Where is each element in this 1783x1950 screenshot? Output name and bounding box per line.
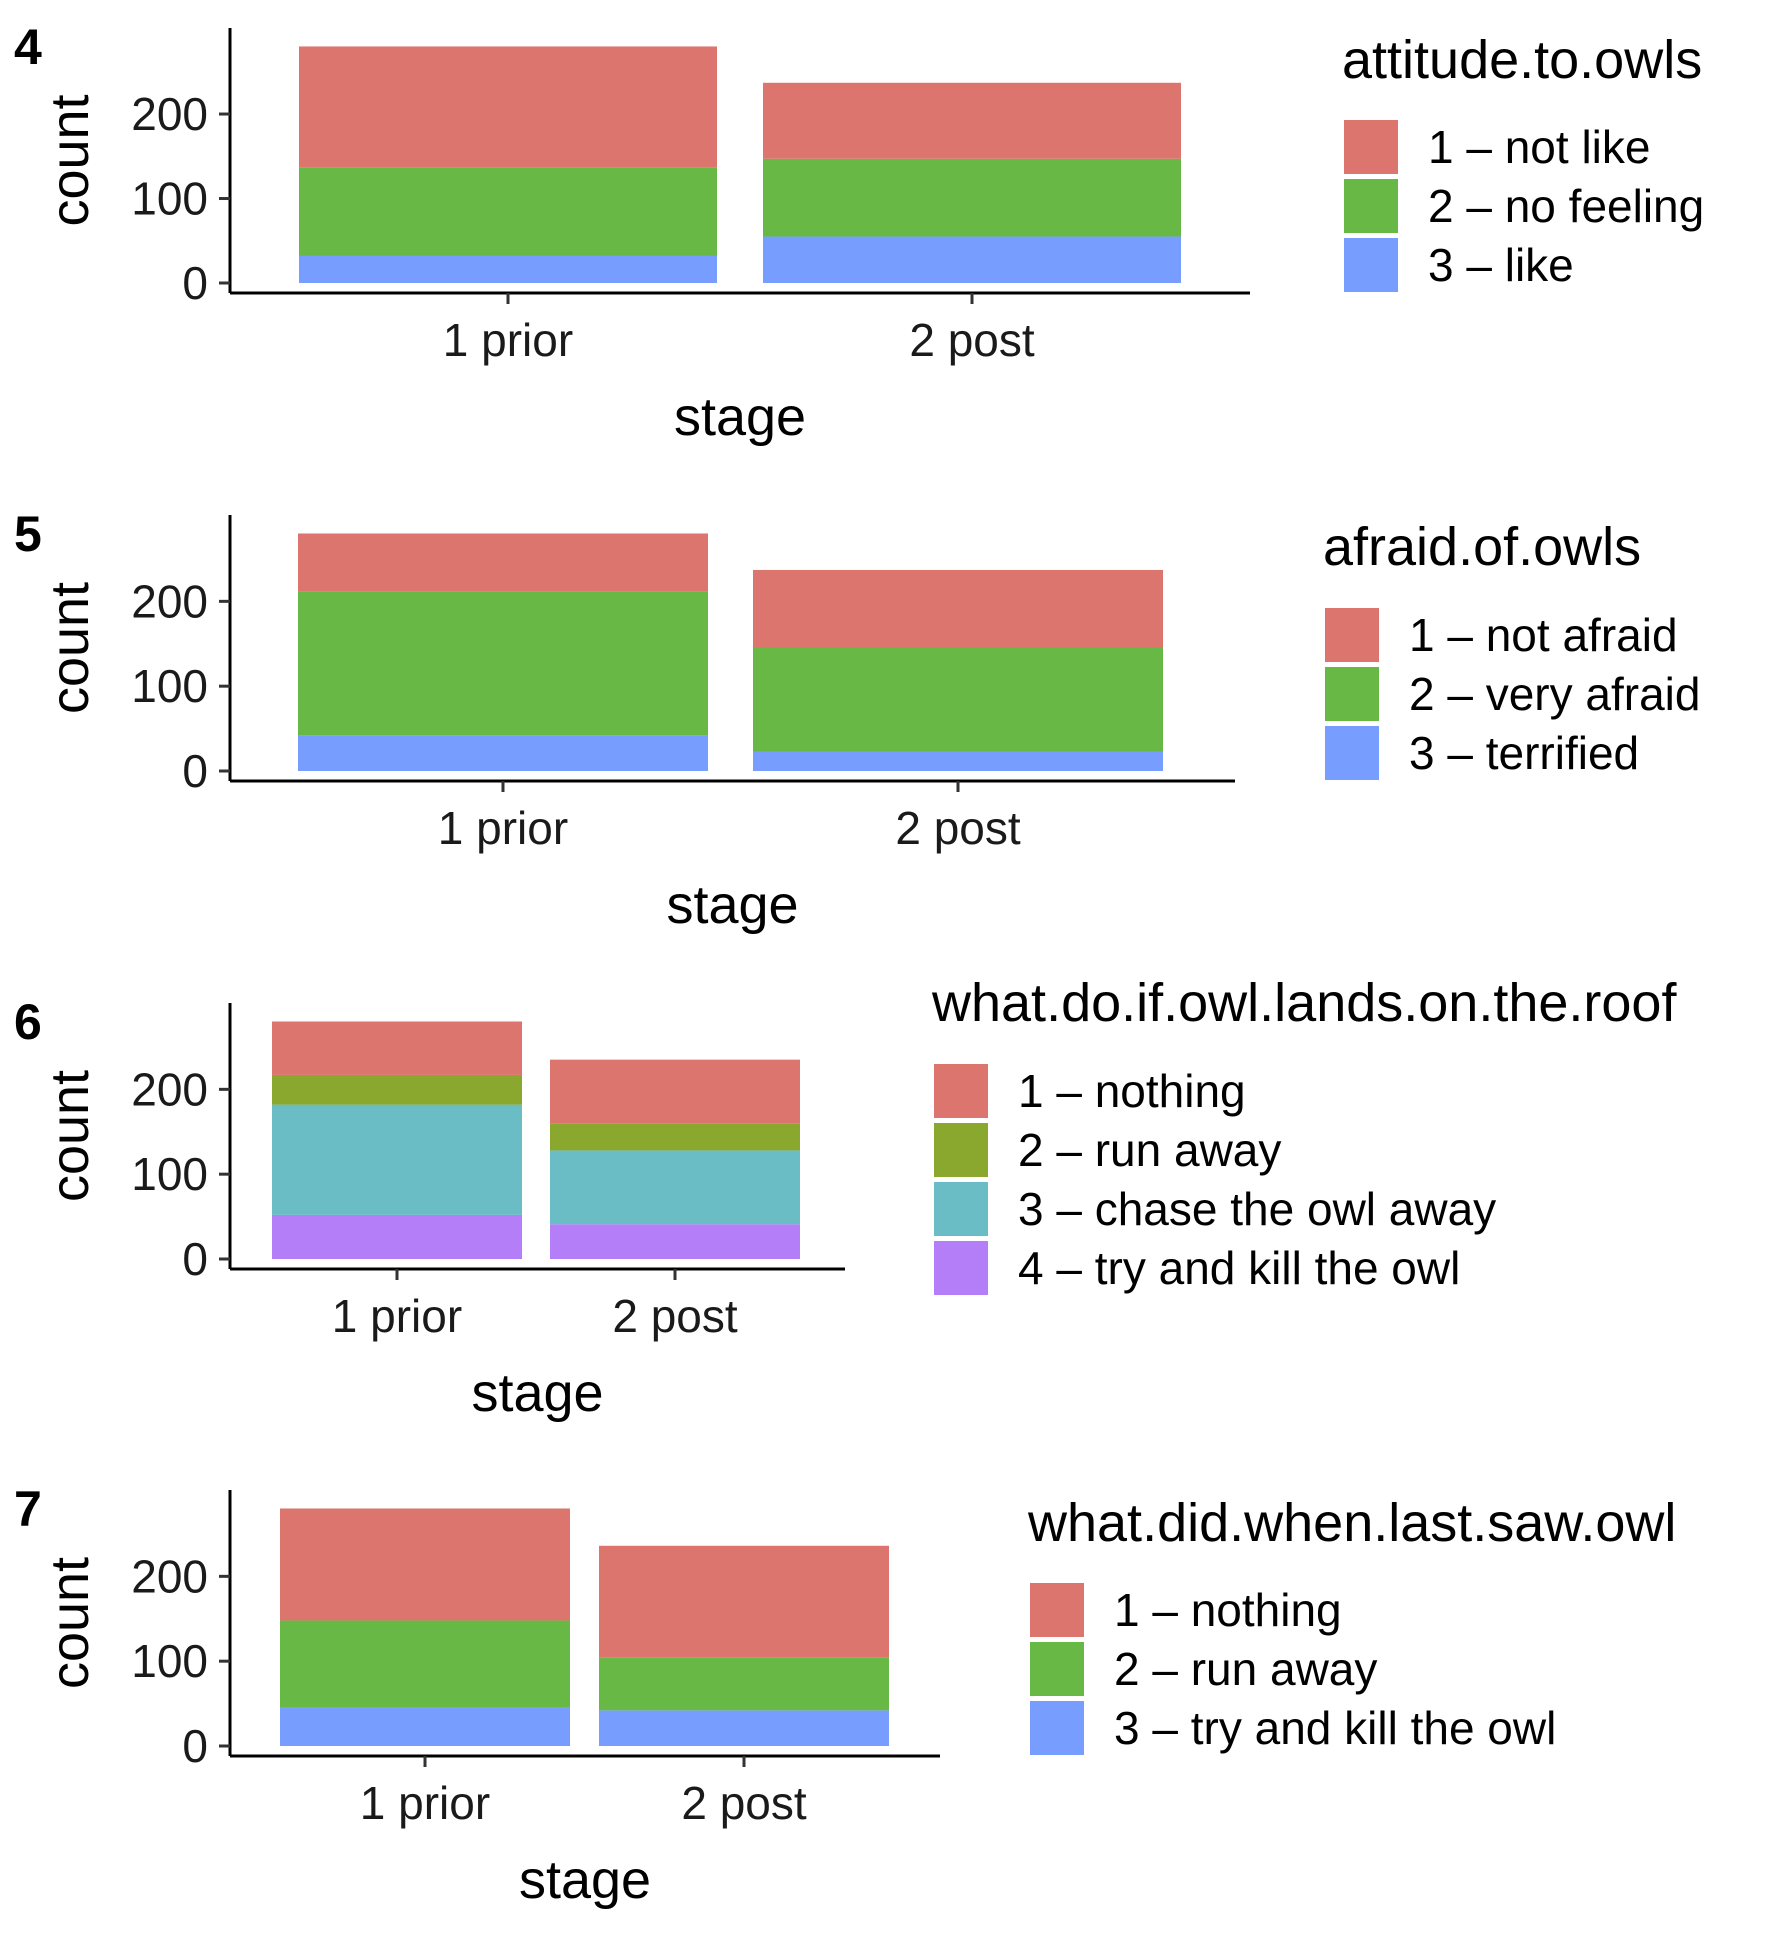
y-tick-label: 100 xyxy=(131,1635,208,1687)
y-tick-label: 200 xyxy=(131,88,208,140)
bar-segment xyxy=(599,1710,889,1746)
legend-label: 1 – not like xyxy=(1428,121,1650,173)
x-axis-title: stage xyxy=(519,1850,651,1910)
y-tick-label: 0 xyxy=(182,1233,208,1285)
x-tick-label: 2 post xyxy=(681,1777,807,1829)
y-axis-title: count xyxy=(40,1070,100,1202)
bar-segment xyxy=(280,1706,570,1746)
legend-label: 3 – chase the owl away xyxy=(1018,1183,1496,1235)
legend-label: 2 – run away xyxy=(1114,1643,1377,1695)
panel-tag: 6 xyxy=(14,994,42,1050)
legend: what.do.if.owl.lands.on.the.roof 1 – noth… xyxy=(931,973,1677,1295)
legend-key xyxy=(1344,120,1398,174)
legend-title: what.did.when.last.saw.owl xyxy=(1027,1493,1676,1553)
bar-segment xyxy=(299,46,717,168)
bar-segment xyxy=(763,158,1181,237)
panel-5: 5 0 100 200 1 prior 2 post stage count afraid.of… xyxy=(14,506,1700,935)
y-tick-label: 0 xyxy=(182,257,208,309)
legend-label: 3 – terrified xyxy=(1409,727,1639,779)
legend-title: what.do.if.owl.lands.on.the.roof xyxy=(931,973,1677,1033)
x-tick-label: 2 post xyxy=(895,802,1021,854)
legend-label: 1 – nothing xyxy=(1114,1584,1342,1636)
bar-segment xyxy=(753,569,1163,648)
bar-segment xyxy=(272,1214,522,1259)
bar-segment xyxy=(763,236,1181,283)
legend-key xyxy=(1030,1583,1084,1637)
legend-key xyxy=(1030,1642,1084,1696)
bar-segment xyxy=(272,1104,522,1215)
bar-segment xyxy=(272,1021,522,1075)
x-tick-label: 1 prior xyxy=(438,802,568,854)
x-tick-label: 1 prior xyxy=(360,1777,490,1829)
bar-segment xyxy=(280,1620,570,1707)
bar-segment xyxy=(550,1123,800,1151)
y-tick-label: 100 xyxy=(131,173,208,225)
legend-key xyxy=(1325,726,1379,780)
legend: afraid.of.owls 1 – not afraid 2 – very afr… xyxy=(1323,517,1700,780)
bar-segment xyxy=(753,751,1163,771)
y-tick-label: 100 xyxy=(131,1148,208,1200)
legend-key xyxy=(934,1123,988,1177)
legend-key xyxy=(1325,608,1379,662)
y-tick-label: 200 xyxy=(131,1550,208,1602)
bar-segment xyxy=(753,648,1163,752)
y-tick-label: 0 xyxy=(182,745,208,797)
x-tick-label: 1 prior xyxy=(443,314,573,366)
y-tick-label: 200 xyxy=(131,575,208,627)
legend-key xyxy=(1325,667,1379,721)
bar-segment xyxy=(298,735,708,771)
legend-key xyxy=(1344,179,1398,233)
legend: attitude.to.owls 1 – not like 2 – no feeli… xyxy=(1342,30,1704,292)
legend-title: afraid.of.owls xyxy=(1323,517,1641,577)
legend-label: 2 – run away xyxy=(1018,1124,1281,1176)
legend-label: 2 – no feeling xyxy=(1428,180,1704,232)
x-tick-label: 1 prior xyxy=(332,1290,462,1342)
panel-7: 7 0 100 200 1 prior 2 post stage count what.did.… xyxy=(14,1481,1676,1910)
bar-segment xyxy=(550,1224,800,1259)
legend-key xyxy=(934,1241,988,1295)
panel-tag: 4 xyxy=(14,19,42,75)
y-tick-label: 0 xyxy=(182,1720,208,1772)
panel-4: 4 0 100 200 1 prior 2 post stage count attitude.… xyxy=(14,19,1704,447)
y-axis-title: count xyxy=(40,582,100,714)
panel-tag: 7 xyxy=(14,1481,42,1537)
bar-segment xyxy=(299,167,717,256)
legend: what.did.when.last.saw.owl 1 – nothing 2 –… xyxy=(1027,1493,1676,1755)
legend-label: 1 – nothing xyxy=(1018,1065,1246,1117)
x-axis-title: stage xyxy=(674,387,806,447)
bar-segment xyxy=(299,255,717,283)
y-tick-label: 200 xyxy=(131,1063,208,1115)
legend-key xyxy=(934,1064,988,1118)
legend-label: 2 – very afraid xyxy=(1409,668,1700,720)
bar-segment xyxy=(550,1150,800,1225)
legend-key xyxy=(1030,1701,1084,1755)
x-tick-label: 2 post xyxy=(909,314,1035,366)
legend-label: 3 – like xyxy=(1428,239,1574,291)
bar-segment xyxy=(599,1657,889,1711)
x-tick-label: 2 post xyxy=(612,1290,738,1342)
bar-segment xyxy=(280,1508,570,1621)
y-axis-title: count xyxy=(40,94,100,226)
legend-label: 4 – try and kill the owl xyxy=(1018,1242,1460,1294)
bar-segment xyxy=(599,1545,889,1658)
x-axis-title: stage xyxy=(471,1363,603,1423)
y-tick-label: 100 xyxy=(131,660,208,712)
legend-key xyxy=(934,1182,988,1236)
bar-segment xyxy=(298,533,708,592)
legend-label: 1 – not afraid xyxy=(1409,609,1678,661)
bar-segment xyxy=(272,1074,522,1105)
y-axis-title: count xyxy=(40,1557,100,1689)
bar-segment xyxy=(763,82,1181,159)
legend-key xyxy=(1344,238,1398,292)
legend-label: 3 – try and kill the owl xyxy=(1114,1702,1556,1754)
x-axis-title: stage xyxy=(666,875,798,935)
bar-segment xyxy=(298,591,708,736)
panel-tag: 5 xyxy=(14,506,42,562)
legend-title: attitude.to.owls xyxy=(1342,30,1702,90)
bar-segment xyxy=(550,1059,800,1124)
